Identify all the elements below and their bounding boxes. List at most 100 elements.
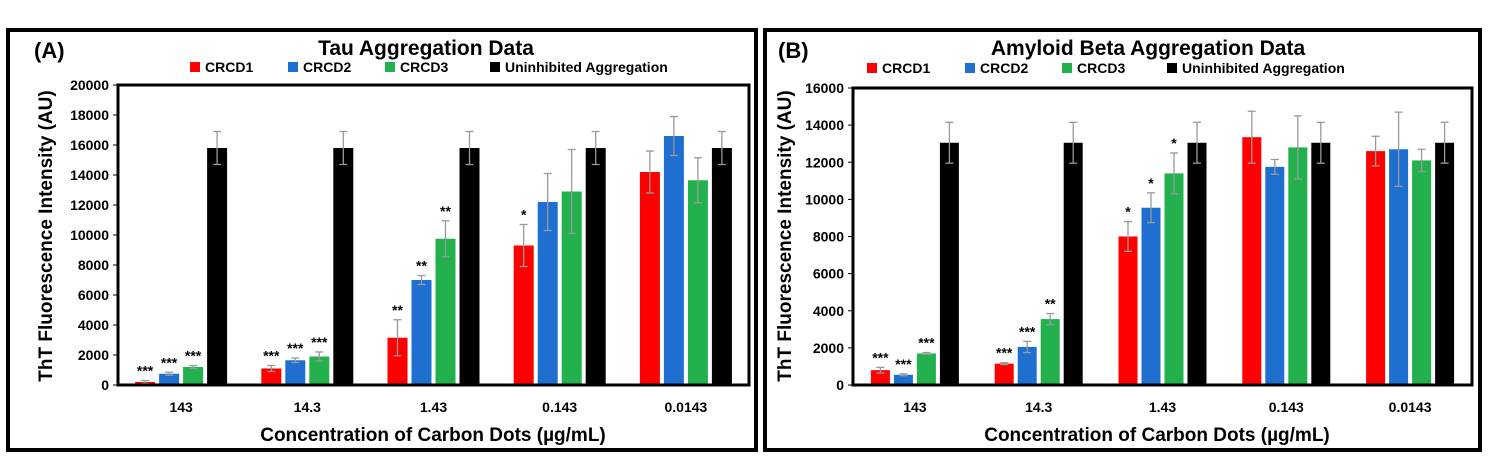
panel-a-y-tick-label-7: 14000 bbox=[70, 167, 109, 183]
panel-b-bar-0-0 bbox=[870, 370, 890, 385]
panel-b-significance-1-1: *** bbox=[1019, 323, 1036, 339]
panel-a-error-bar-1-0 bbox=[267, 364, 276, 373]
panel-b-label: (B) bbox=[778, 38, 809, 63]
panel-a-y-tick-label-6: 12000 bbox=[70, 197, 109, 213]
panel-a-bars: ****** *** *** *** ********* * bbox=[135, 115, 732, 385]
panel-a-error-bar-2-0 bbox=[393, 319, 402, 357]
panel-b-error-bar-4-3 bbox=[1440, 121, 1449, 164]
panel-b-category-label-0: 143 bbox=[903, 399, 927, 415]
panel-b-legend-swatch-1 bbox=[965, 63, 975, 73]
panel-a-error-bar-3-0 bbox=[519, 223, 528, 268]
panel-b-y-tick-label-6: 12000 bbox=[805, 154, 844, 170]
panel-a-y-ticks: 0 2000 4000 6000 8000 10000 12000 14000 16000 180… bbox=[70, 77, 118, 393]
panel-a-label: (A) bbox=[34, 38, 65, 63]
panel-a-y-tick-label-3: 6000 bbox=[78, 287, 109, 303]
panel-a-error-bar-4-2 bbox=[693, 157, 702, 204]
panel-a-plot-frame bbox=[116, 83, 751, 387]
panel-a-y-tick-label-9: 18000 bbox=[70, 107, 109, 123]
panel-b-x-axis-label: Concentration of Carbon Dots (µg/mL) bbox=[984, 425, 1330, 446]
panel-b-error-bar-2-3 bbox=[1193, 121, 1201, 164]
panel-a-frame bbox=[6, 28, 758, 452]
panel-b-bar-4-0 bbox=[1366, 151, 1386, 385]
panel-a-bar-2-2 bbox=[435, 238, 456, 385]
panel-b-bar-0-1 bbox=[893, 374, 913, 385]
panel-a-error-bar-1-2 bbox=[315, 351, 324, 362]
panel-a-significance-0-0: *** bbox=[137, 363, 154, 379]
panel-b-bar-3-2 bbox=[1288, 147, 1308, 385]
panel-b: (B) Amyloid Beta Aggregation Data Concen… bbox=[763, 28, 1482, 452]
panel-b-error-bar-3-1 bbox=[1270, 158, 1279, 175]
panel-b-legend-label-0: CRCD1 bbox=[882, 60, 930, 76]
panel-a-bar-3-1 bbox=[537, 202, 558, 385]
panel-a-bar-4-0 bbox=[639, 172, 660, 385]
panel-b-error-bar-4-0 bbox=[1371, 135, 1380, 167]
panel-a-error-bar-0-1 bbox=[165, 371, 174, 376]
panel-b-error-bar-1-2 bbox=[1046, 312, 1055, 326]
panel-b-title: Amyloid Beta Aggregation Data bbox=[991, 37, 1306, 60]
panel-a-legend-swatch-1 bbox=[288, 62, 298, 72]
panel-a-bar-0-3 bbox=[207, 148, 228, 385]
panel-b-legend-label-3: Uninhibited Aggregation bbox=[1182, 60, 1345, 76]
panel-b-categories: 143 14.3 1.43 0.143 0.0143 bbox=[903, 399, 1431, 415]
panel-b-y-tick-label-8: 16000 bbox=[805, 80, 844, 96]
panel-b-legend-label-2: CRCD3 bbox=[1077, 60, 1125, 76]
panel-a-legend-swatch-3 bbox=[490, 62, 500, 72]
panel-a-error-bar-4-1 bbox=[669, 115, 678, 157]
panel-b-bar-3-0 bbox=[1242, 137, 1262, 385]
panel-b-bar-2-1 bbox=[1141, 207, 1161, 385]
panel-b-y-tick-label-2: 4000 bbox=[813, 303, 844, 319]
panel-a-bar-4-2 bbox=[687, 180, 708, 385]
panel-b-error-bar-0-3 bbox=[945, 121, 954, 164]
panel-a-category-label-4: 0.0143 bbox=[664, 399, 707, 415]
panel-b-bar-4-2 bbox=[1412, 160, 1432, 385]
panel-a-bar-0-1 bbox=[159, 373, 180, 385]
panel-b-bar-3-1 bbox=[1265, 166, 1285, 385]
panel-a-error-bar-1-3 bbox=[339, 130, 348, 166]
panel-a-bar-1-0 bbox=[261, 368, 282, 385]
panel-b-error-bar-0-2 bbox=[922, 351, 931, 356]
panel-b-frame bbox=[763, 28, 1482, 452]
panel-a-category-label-0: 143 bbox=[169, 399, 193, 415]
panel-b-significance-1-0: *** bbox=[996, 345, 1013, 361]
panel-b-y-tick-label-1: 2000 bbox=[813, 340, 844, 356]
panel-a-bar-0-2 bbox=[183, 367, 204, 385]
panel-a-y-tick-label-1: 2000 bbox=[78, 347, 109, 363]
panel-b-y-tick-label-7: 14000 bbox=[805, 117, 844, 133]
panel-a-error-bar-3-3 bbox=[591, 130, 600, 166]
panel-a-category-label-2: 1.43 bbox=[420, 399, 447, 415]
panel-b-error-bar-3-0 bbox=[1247, 110, 1256, 164]
panel-b-error-bar-2-1 bbox=[1147, 192, 1155, 224]
panel-b-significance-0-0: *** bbox=[872, 349, 889, 365]
panel-a-y-tick-label-2: 4000 bbox=[78, 317, 109, 333]
panel-a-legend-label-3: Uninhibited Aggregation bbox=[505, 59, 668, 75]
panel-a-error-bar-2-3 bbox=[465, 130, 474, 166]
panel-a-legend-label-0: CRCD1 bbox=[205, 59, 253, 75]
panel-a-y-axis-label: ThT Fluorescence Intensity (AU) bbox=[36, 90, 57, 381]
panel-b-significance-1-2: ** bbox=[1045, 296, 1056, 312]
panel-a-bar-2-0 bbox=[387, 337, 408, 385]
panel-b-bar-4-1 bbox=[1389, 149, 1409, 385]
panel-a-bar-1-3 bbox=[333, 148, 354, 385]
panel-b-error-bar-1-3 bbox=[1069, 121, 1078, 164]
panel-a-bar-1-2 bbox=[309, 356, 330, 385]
panel-a-significance-3-0: * bbox=[521, 207, 527, 223]
panel-a-error-bar-4-3 bbox=[717, 130, 726, 166]
panel-b-category-label-3: 0.143 bbox=[1269, 399, 1304, 415]
panel-b-plot-frame bbox=[851, 86, 1474, 387]
panel-b-legend-swatch-2 bbox=[1062, 63, 1072, 73]
panel-a-legend-swatch-0 bbox=[190, 62, 200, 72]
panel-a-y-tick-label-8: 16000 bbox=[70, 137, 109, 153]
panel-b-significance-2-1: * bbox=[1148, 175, 1154, 191]
panel-a-y-tick-label-0: 0 bbox=[101, 377, 109, 393]
panel-a-bar-2-3 bbox=[459, 148, 480, 385]
panel-b-bars: *** ***************** bbox=[870, 110, 1455, 385]
panel-b-bar-2-2 bbox=[1164, 173, 1184, 385]
panel-a-bar-4-1 bbox=[663, 136, 684, 385]
panel-a-category-label-1: 14.3 bbox=[294, 399, 321, 415]
panel-b-error-bar-0-0 bbox=[876, 366, 885, 374]
panel-b-category-label-1: 14.3 bbox=[1025, 399, 1052, 415]
panel-a-y-tick-label-5: 10000 bbox=[70, 227, 109, 243]
panel-a-significance-2-1: ** bbox=[416, 258, 427, 274]
